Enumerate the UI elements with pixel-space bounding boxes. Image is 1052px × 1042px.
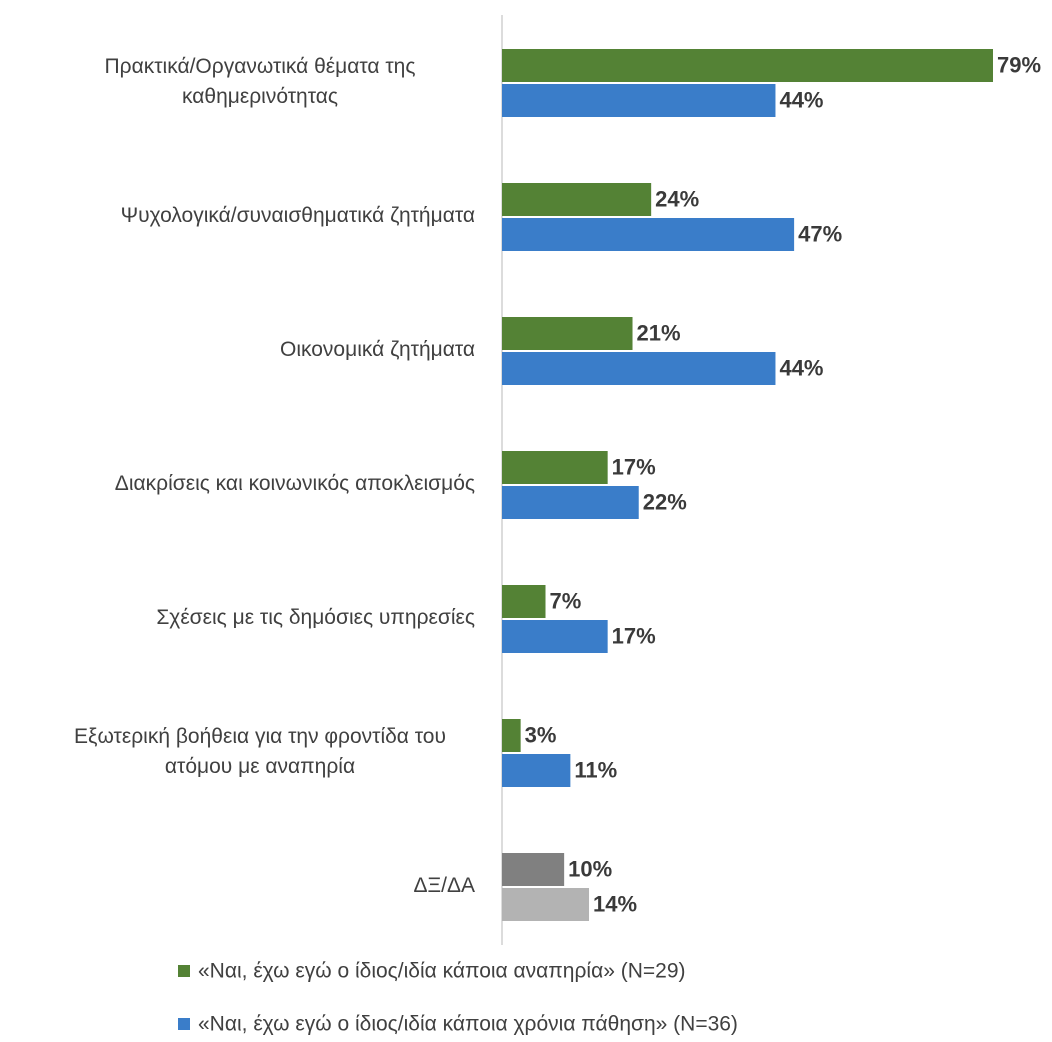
legend-label: «Ναι, έχω εγώ ο ίδιος/ιδία κάποια χρόνια… (198, 1013, 738, 1036)
bar (502, 486, 639, 519)
bar (502, 49, 993, 82)
category-label: Ψυχολογικά/συναισθηματικά ζητήματα (45, 201, 475, 231)
category-text: Διακρίσεις και κοινωνικός αποκλεισμός (114, 472, 475, 495)
bar (502, 183, 652, 216)
value-label: 24% (655, 186, 699, 211)
value-label: 44% (779, 87, 823, 112)
value-label: 17% (612, 454, 656, 479)
value-label: 7% (550, 588, 582, 613)
bar (502, 218, 795, 251)
legend-swatch (178, 965, 190, 977)
bar (502, 451, 608, 484)
category-text: Σχέσεις με τις δημόσιες υπηρεσίες (156, 606, 475, 629)
category-text: Πρακτικά/Οργανωτικά θέματα της καθημεριν… (104, 55, 416, 108)
value-label: 44% (779, 355, 823, 380)
value-label: 11% (574, 757, 617, 782)
legend-swatch (178, 1018, 190, 1030)
bar (502, 888, 590, 921)
bar (502, 84, 776, 117)
bar (502, 317, 633, 350)
bar (502, 719, 521, 752)
category-text: Οικονομικά ζητήματα (280, 338, 475, 361)
category-text: Εξωτερική βοήθεια για την φροντίδα του α… (74, 725, 446, 778)
value-label: 17% (612, 623, 656, 648)
category-text: Ψυχολογικά/συναισθηματικά ζητήματα (120, 204, 475, 227)
value-label: 21% (637, 320, 681, 345)
bar (502, 585, 546, 618)
value-label: 14% (593, 891, 637, 916)
category-label: Διακρίσεις και κοινωνικός αποκλεισμός (45, 469, 475, 499)
value-label: 79% (997, 52, 1041, 77)
category-label: ΔΞ/ΔΑ (45, 871, 475, 901)
category-label: Σχέσεις με τις δημόσιες υπηρεσίες (45, 603, 475, 633)
category-label: Οικονομικά ζητήματα (45, 335, 475, 365)
bar (502, 620, 608, 653)
category-label: Εξωτερική βοήθεια για την φροντίδα του α… (45, 722, 475, 782)
value-label: 22% (643, 489, 687, 514)
category-text: ΔΞ/ΔΑ (413, 874, 475, 897)
category-label: Πρακτικά/Οργανωτικά θέματα της καθημεριν… (45, 52, 475, 112)
value-label: 10% (568, 856, 612, 881)
legend-label: «Ναι, έχω εγώ ο ίδιος/ιδία κάποια αναπηρ… (198, 960, 686, 983)
value-label: 3% (525, 722, 557, 747)
bar (502, 352, 776, 385)
bar (502, 853, 565, 886)
value-label: 47% (798, 221, 842, 246)
bar (502, 754, 571, 787)
